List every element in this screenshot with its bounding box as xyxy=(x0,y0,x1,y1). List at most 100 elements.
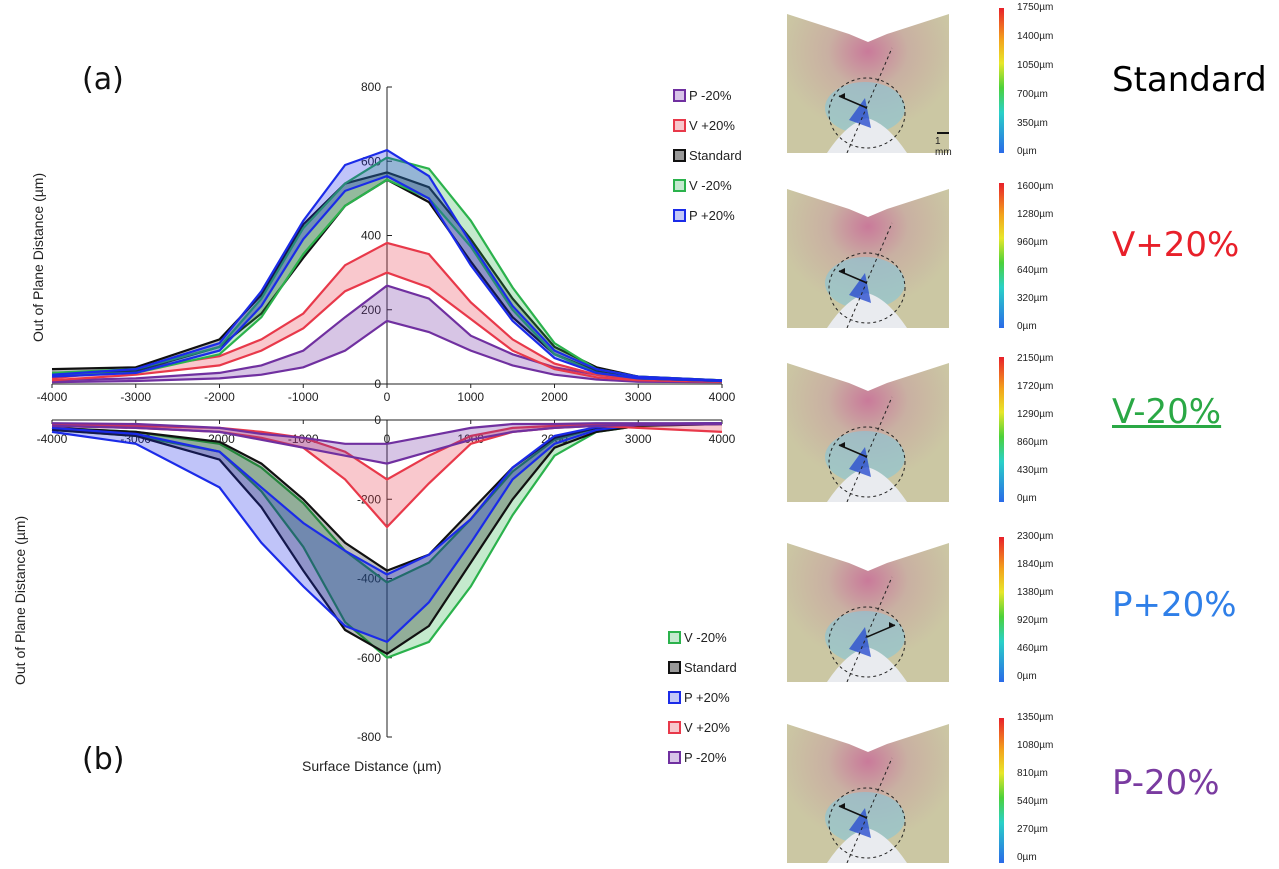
arrow-head xyxy=(889,622,895,628)
x-tick-label: 1000 xyxy=(457,390,484,404)
condition-label: V+20% xyxy=(1112,225,1240,265)
micrograph-image xyxy=(787,718,949,863)
x-tick-label: -1000 xyxy=(288,432,319,446)
dashed-circle xyxy=(828,426,906,498)
dashed-circle xyxy=(828,252,906,324)
legend-b: V -20% Standard P +20% V +20% P -20% xyxy=(668,622,737,772)
scale-tick: 430µm xyxy=(1017,465,1048,476)
notch-top xyxy=(787,537,949,571)
scale-tick: 1050µm xyxy=(1017,60,1054,71)
condition-label: P+20% xyxy=(1112,585,1237,625)
pin-hole xyxy=(827,293,907,328)
scalebar-label: 1 mm xyxy=(935,136,952,158)
pin-hole xyxy=(827,828,907,863)
series-upper-line-p-20- xyxy=(51,422,722,445)
x-tick-label: 2000 xyxy=(541,390,568,404)
legend-label: V +20% xyxy=(689,117,735,133)
scale-tick: 2150µm xyxy=(1017,353,1054,364)
notch-top xyxy=(787,183,949,217)
y-tick-label: -800 xyxy=(357,730,381,744)
color-scale-bar xyxy=(999,183,1004,328)
scale-tick: 1380µm xyxy=(1017,587,1054,598)
crack-region xyxy=(849,808,871,838)
micrograph-image xyxy=(787,357,949,502)
arrow-head xyxy=(839,268,845,274)
legend-swatch xyxy=(668,630,681,644)
scale-tick: 1600µm xyxy=(1017,181,1054,192)
y-tick-label: 0 xyxy=(374,413,381,427)
scale-tick: 350µm xyxy=(1017,118,1048,129)
crack-region xyxy=(849,447,871,477)
series-lower-line-standard xyxy=(51,178,723,383)
scale-tick: 1080µm xyxy=(1017,740,1054,751)
legend-a: P -20% V +20% Standard V -20% P +20% xyxy=(673,80,742,230)
scale-tick: 0µm xyxy=(1017,321,1037,332)
legend-item-v-minus-20: V -20% xyxy=(673,170,742,200)
scale-tick: 860µm xyxy=(1017,437,1048,448)
panel-label-a: (a) xyxy=(82,62,124,97)
y-tick-label: 200 xyxy=(361,303,381,317)
scale-tick: 2300µm xyxy=(1017,531,1054,542)
x-tick-label: -2000 xyxy=(204,390,235,404)
x-tick-label: 0 xyxy=(384,432,391,446)
scale-tick: 1350µm xyxy=(1017,712,1054,723)
arrow-head xyxy=(839,803,845,809)
x-tick-label: 0 xyxy=(384,390,391,404)
y-tick-label: -400 xyxy=(357,572,381,586)
scale-tick: 920µm xyxy=(1017,615,1048,626)
crack-region xyxy=(849,98,871,128)
condition-label: P-20% xyxy=(1112,763,1220,803)
scale-tick: 1400µm xyxy=(1017,31,1054,42)
x-tick-label: -4000 xyxy=(37,390,68,404)
color-scale-bar xyxy=(999,8,1004,153)
dashed-line xyxy=(846,757,893,863)
legend-label: V +20% xyxy=(684,719,730,735)
micrograph-image xyxy=(787,537,949,682)
scale-tick: 640µm xyxy=(1017,265,1048,276)
series-upper-line-p-20- xyxy=(51,148,723,382)
legend-item-v-plus-20: V +20% xyxy=(668,712,737,742)
scale-tick: 0µm xyxy=(1017,671,1037,682)
y-tick-label: -200 xyxy=(357,492,381,506)
scale-tick: 1840µm xyxy=(1017,559,1054,570)
series-band-p-20- xyxy=(52,423,722,642)
y-tick-label: 400 xyxy=(361,229,381,243)
arrow-head xyxy=(839,93,845,99)
legend-item-p-minus-20: P -20% xyxy=(668,742,737,772)
scale-tick: 1720µm xyxy=(1017,381,1054,392)
legend-item-p-plus-20: P +20% xyxy=(668,682,737,712)
legend-label: Standard xyxy=(689,147,742,163)
pin-hole xyxy=(827,647,907,682)
scale-tick: 0µm xyxy=(1017,146,1037,157)
legend-swatch xyxy=(668,690,681,704)
legend-item-v-minus-20: V -20% xyxy=(668,622,737,652)
scale-tick: 960µm xyxy=(1017,237,1048,248)
legend-label: P +20% xyxy=(689,207,735,223)
series-band-v-20- xyxy=(52,242,722,382)
series-upper-line-v-20- xyxy=(51,241,723,382)
arrow-head xyxy=(839,442,845,448)
color-scale-bar xyxy=(999,357,1004,502)
legend-swatch xyxy=(673,208,686,222)
pin-hole xyxy=(827,467,907,502)
legend-item-v-plus-20: V +20% xyxy=(673,110,742,140)
series-band-p-20- xyxy=(52,285,722,383)
dashed-line xyxy=(846,47,893,153)
pin-hole xyxy=(827,118,907,153)
x-tick-label: 4000 xyxy=(709,390,736,404)
legend-swatch xyxy=(668,720,681,734)
legend-item-p-minus-20: P -20% xyxy=(673,80,742,110)
scale-tick: 1290µm xyxy=(1017,409,1054,420)
scale-tick: 0µm xyxy=(1017,493,1037,504)
series-lower-line-p-20- xyxy=(51,174,723,383)
panel-label-b: (b) xyxy=(82,742,125,777)
scale-tick: 540µm xyxy=(1017,796,1048,807)
legend-label: V -20% xyxy=(684,629,727,645)
series-lower-line-p-20- xyxy=(51,319,723,384)
x-tick-label: 3000 xyxy=(625,390,652,404)
scale-tick: 0µm xyxy=(1017,852,1037,863)
scale-tick: 270µm xyxy=(1017,824,1048,835)
micrograph-image xyxy=(787,8,949,153)
crack-region xyxy=(849,273,871,303)
legend-swatch xyxy=(673,118,686,132)
